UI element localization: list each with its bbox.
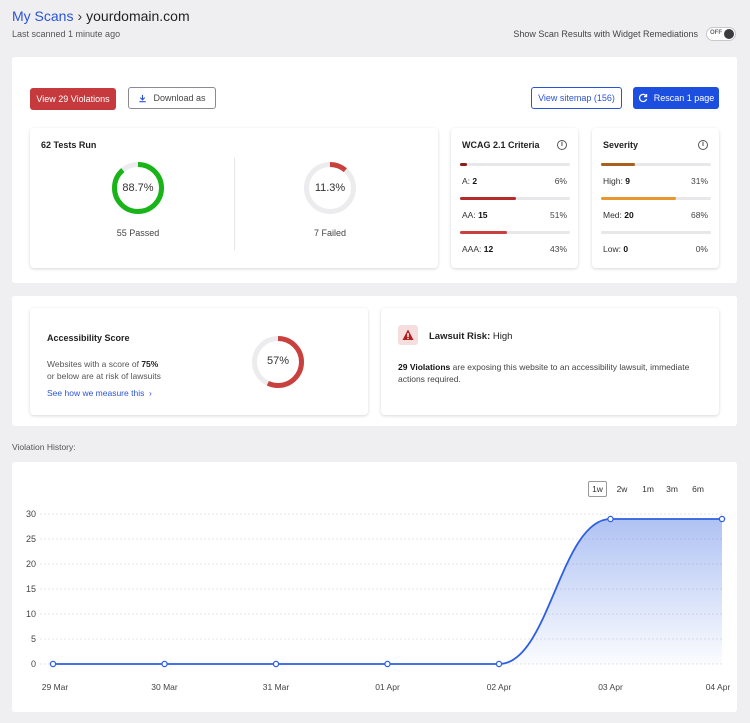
wcag-a-bar	[460, 163, 570, 166]
wcag-aa-fill	[460, 197, 517, 200]
wcag-card: WCAG 2.1 Criteria i A: 2 6% AA: 15 51% A…	[451, 128, 578, 268]
rescan-label: Rescan 1 page	[653, 93, 715, 103]
score-title: Accessibility Score	[47, 333, 130, 343]
severity-title: Severity	[603, 140, 639, 150]
download-button[interactable]: Download as	[128, 87, 216, 109]
breadcrumb: My Scans › yourdomain.com	[12, 8, 190, 24]
breadcrumb-my-scans-link[interactable]: My Scans	[12, 8, 74, 24]
severity-low-percent: 0%	[695, 244, 708, 254]
score-ring-arc	[252, 336, 304, 388]
score-ring	[252, 336, 304, 388]
tests-divider	[234, 158, 235, 250]
rescan-button[interactable]: Rescan 1 page	[633, 87, 719, 109]
lawsuit-risk-description: 29 Violations are exposing this website …	[398, 362, 690, 384]
wcag-a-fill	[460, 163, 467, 166]
accessibility-score-card: Accessibility Score Websites with a scor…	[30, 308, 368, 415]
severity-high-label: High: 9	[603, 176, 630, 186]
last-scanned-text: Last scanned 1 minute ago	[12, 29, 121, 39]
tests-run-card: 62 Tests Run 88.7% 55 Passed 11.3% 7 Fai…	[30, 128, 438, 268]
failed-ring	[304, 162, 356, 214]
passed-ring-arc	[112, 162, 164, 214]
score-value: 57%	[266, 355, 290, 367]
severity-high-bar	[601, 163, 711, 166]
violation-history-label: Violation History:	[12, 442, 76, 452]
remediations-label: Show Scan Results with Widget Remediatio…	[513, 29, 698, 39]
failed-ring-arc	[304, 162, 356, 214]
severity-low-bar	[601, 231, 711, 234]
range-2w-button[interactable]: 2w	[616, 484, 628, 494]
toggle-state-label: OFF	[710, 30, 722, 36]
wcag-aa-label: AA: 15	[462, 210, 488, 220]
wcag-aaa-label: AAA: 12	[462, 244, 494, 254]
remediations-toggle[interactable]: OFF	[706, 27, 736, 41]
severity-high-fill	[601, 163, 636, 166]
refresh-icon	[638, 93, 647, 103]
range-1w-button[interactable]: 1w	[588, 481, 607, 497]
passed-ring	[112, 162, 164, 214]
severity-low-label: Low: 0	[603, 244, 629, 254]
severity-high-percent: 31%	[690, 176, 708, 186]
range-1m-button[interactable]: 1m	[642, 484, 654, 494]
view-sitemap-button[interactable]: View sitemap (156)	[531, 87, 622, 109]
score-description: Websites with a score of 75% or below are…	[47, 359, 161, 381]
view-violations-button[interactable]: View 29 Violations	[30, 88, 116, 110]
violation-history-panel	[12, 462, 737, 712]
severity-med-percent: 68%	[690, 210, 708, 220]
wcag-aa-percent: 51%	[549, 210, 567, 220]
download-icon	[139, 94, 147, 102]
lawsuit-risk-card: Lawsuit Risk: High 29 Violations are exp…	[381, 308, 719, 415]
breadcrumb-separator: ›	[77, 8, 83, 24]
wcag-a-label: A: 2	[462, 176, 478, 186]
lawsuit-risk-title: Lawsuit Risk: High	[429, 331, 513, 342]
severity-card: Severity i High: 9 31% Med: 20 68% Low: …	[592, 128, 719, 268]
failed-label: 7 Failed	[313, 228, 347, 238]
severity-med-fill	[601, 197, 676, 200]
failed-percent: 11.3%	[314, 182, 346, 194]
severity-med-bar	[601, 197, 711, 200]
passed-percent: 88.7%	[122, 182, 154, 194]
measure-link[interactable]: See how we measure this ›	[47, 388, 152, 398]
wcag-aa-bar	[460, 197, 570, 200]
wcag-title: WCAG 2.1 Criteria	[462, 140, 540, 150]
passed-label: 55 Passed	[116, 228, 160, 238]
range-6m-button[interactable]: 6m	[692, 484, 704, 494]
range-3m-button[interactable]: 3m	[666, 484, 678, 494]
toggle-knob	[724, 29, 734, 39]
wcag-aaa-bar	[460, 231, 570, 234]
breadcrumb-current: yourdomain.com	[86, 8, 190, 24]
remediations-control: Show Scan Results with Widget Remediatio…	[513, 27, 736, 41]
severity-info-icon[interactable]: i	[698, 140, 708, 150]
wcag-info-icon[interactable]: i	[557, 140, 567, 150]
wcag-aaa-fill	[460, 231, 508, 234]
warning-icon	[398, 325, 418, 345]
tests-run-title: 62 Tests Run	[41, 140, 97, 150]
wcag-aaa-percent: 43%	[549, 244, 567, 254]
severity-med-label: Med: 20	[603, 210, 634, 220]
download-label: Download as	[153, 93, 206, 103]
wcag-a-percent: 6%	[554, 176, 567, 186]
